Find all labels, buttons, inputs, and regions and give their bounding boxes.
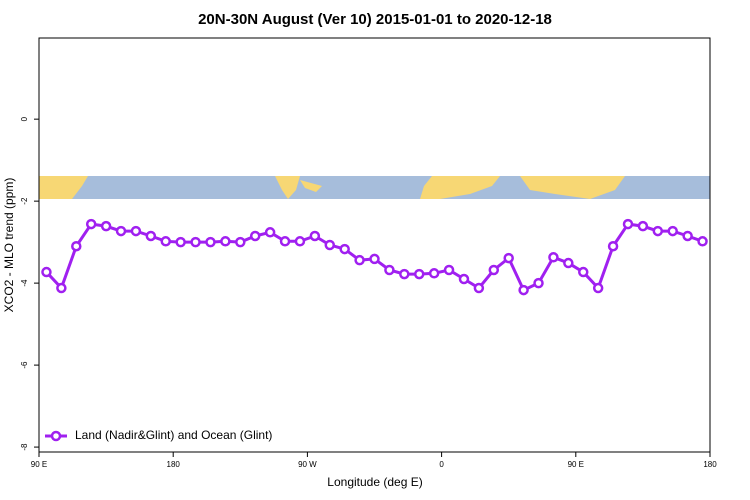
data-point [607, 240, 619, 252]
data-point [428, 268, 440, 279]
data-point [548, 252, 559, 263]
data-point [279, 236, 291, 247]
data-point [369, 253, 380, 265]
data-point [354, 254, 365, 266]
data-point [697, 236, 708, 247]
data-point [458, 273, 470, 285]
data-point [443, 264, 455, 276]
data-point [264, 227, 276, 238]
x-tick-label: 90 W [298, 460, 317, 469]
y-tick-label: -4 [20, 279, 29, 287]
x-tick-label: 180 [703, 460, 717, 469]
x-tick-label: 90 E [568, 460, 584, 469]
data-point [399, 268, 410, 280]
x-tick-label: 90 E [31, 460, 47, 469]
data-point [235, 236, 246, 248]
data-point [41, 266, 52, 278]
y-tick-label: -8 [20, 443, 29, 451]
data-point [85, 218, 97, 230]
data-point [190, 236, 201, 248]
map-strip [39, 176, 710, 199]
plot-frame [38, 37, 711, 453]
x-tick-label: 180 [167, 460, 181, 469]
data-point [220, 236, 231, 247]
data-point [339, 243, 350, 255]
chart-title: 20N-30N August (Ver 10) 2015-01-01 to 20… [198, 11, 552, 28]
data-point [413, 268, 425, 280]
data-point [309, 230, 321, 242]
data-point [56, 282, 67, 294]
data-point [652, 225, 664, 237]
data-point [249, 230, 261, 242]
data-point [473, 282, 485, 294]
data-point [324, 239, 336, 251]
data-point [667, 225, 678, 237]
data-point [115, 225, 127, 237]
x-tick-label: 0 [439, 460, 444, 469]
data-point [578, 266, 589, 278]
data-point [294, 236, 306, 247]
data-point [145, 230, 157, 242]
y-tick-label: -6 [20, 361, 29, 369]
x-axis-label: Longitude (deg E) [327, 475, 422, 489]
y-tick-label: -2 [20, 197, 29, 205]
data-point [205, 236, 216, 248]
data-point [160, 236, 171, 247]
y-axis-label: XCO2 - MLO trend (ppm) [2, 178, 16, 313]
data-point [175, 236, 186, 248]
data-point [637, 220, 649, 232]
y-tick-label: 0 [20, 116, 29, 121]
data-point [71, 240, 82, 252]
legend-marker [50, 430, 62, 442]
data-point [592, 282, 604, 294]
data-point [533, 277, 544, 289]
data-point [100, 220, 112, 232]
data-point [682, 230, 693, 242]
data-point [503, 252, 514, 264]
legend-label: Land (Nadir&Glint) and Ocean (Glint) [75, 428, 272, 442]
data-point [563, 257, 574, 269]
data-point [130, 225, 142, 237]
data-point [384, 264, 395, 276]
data-point [488, 264, 500, 276]
data-point [622, 218, 634, 230]
data-point [518, 284, 529, 296]
